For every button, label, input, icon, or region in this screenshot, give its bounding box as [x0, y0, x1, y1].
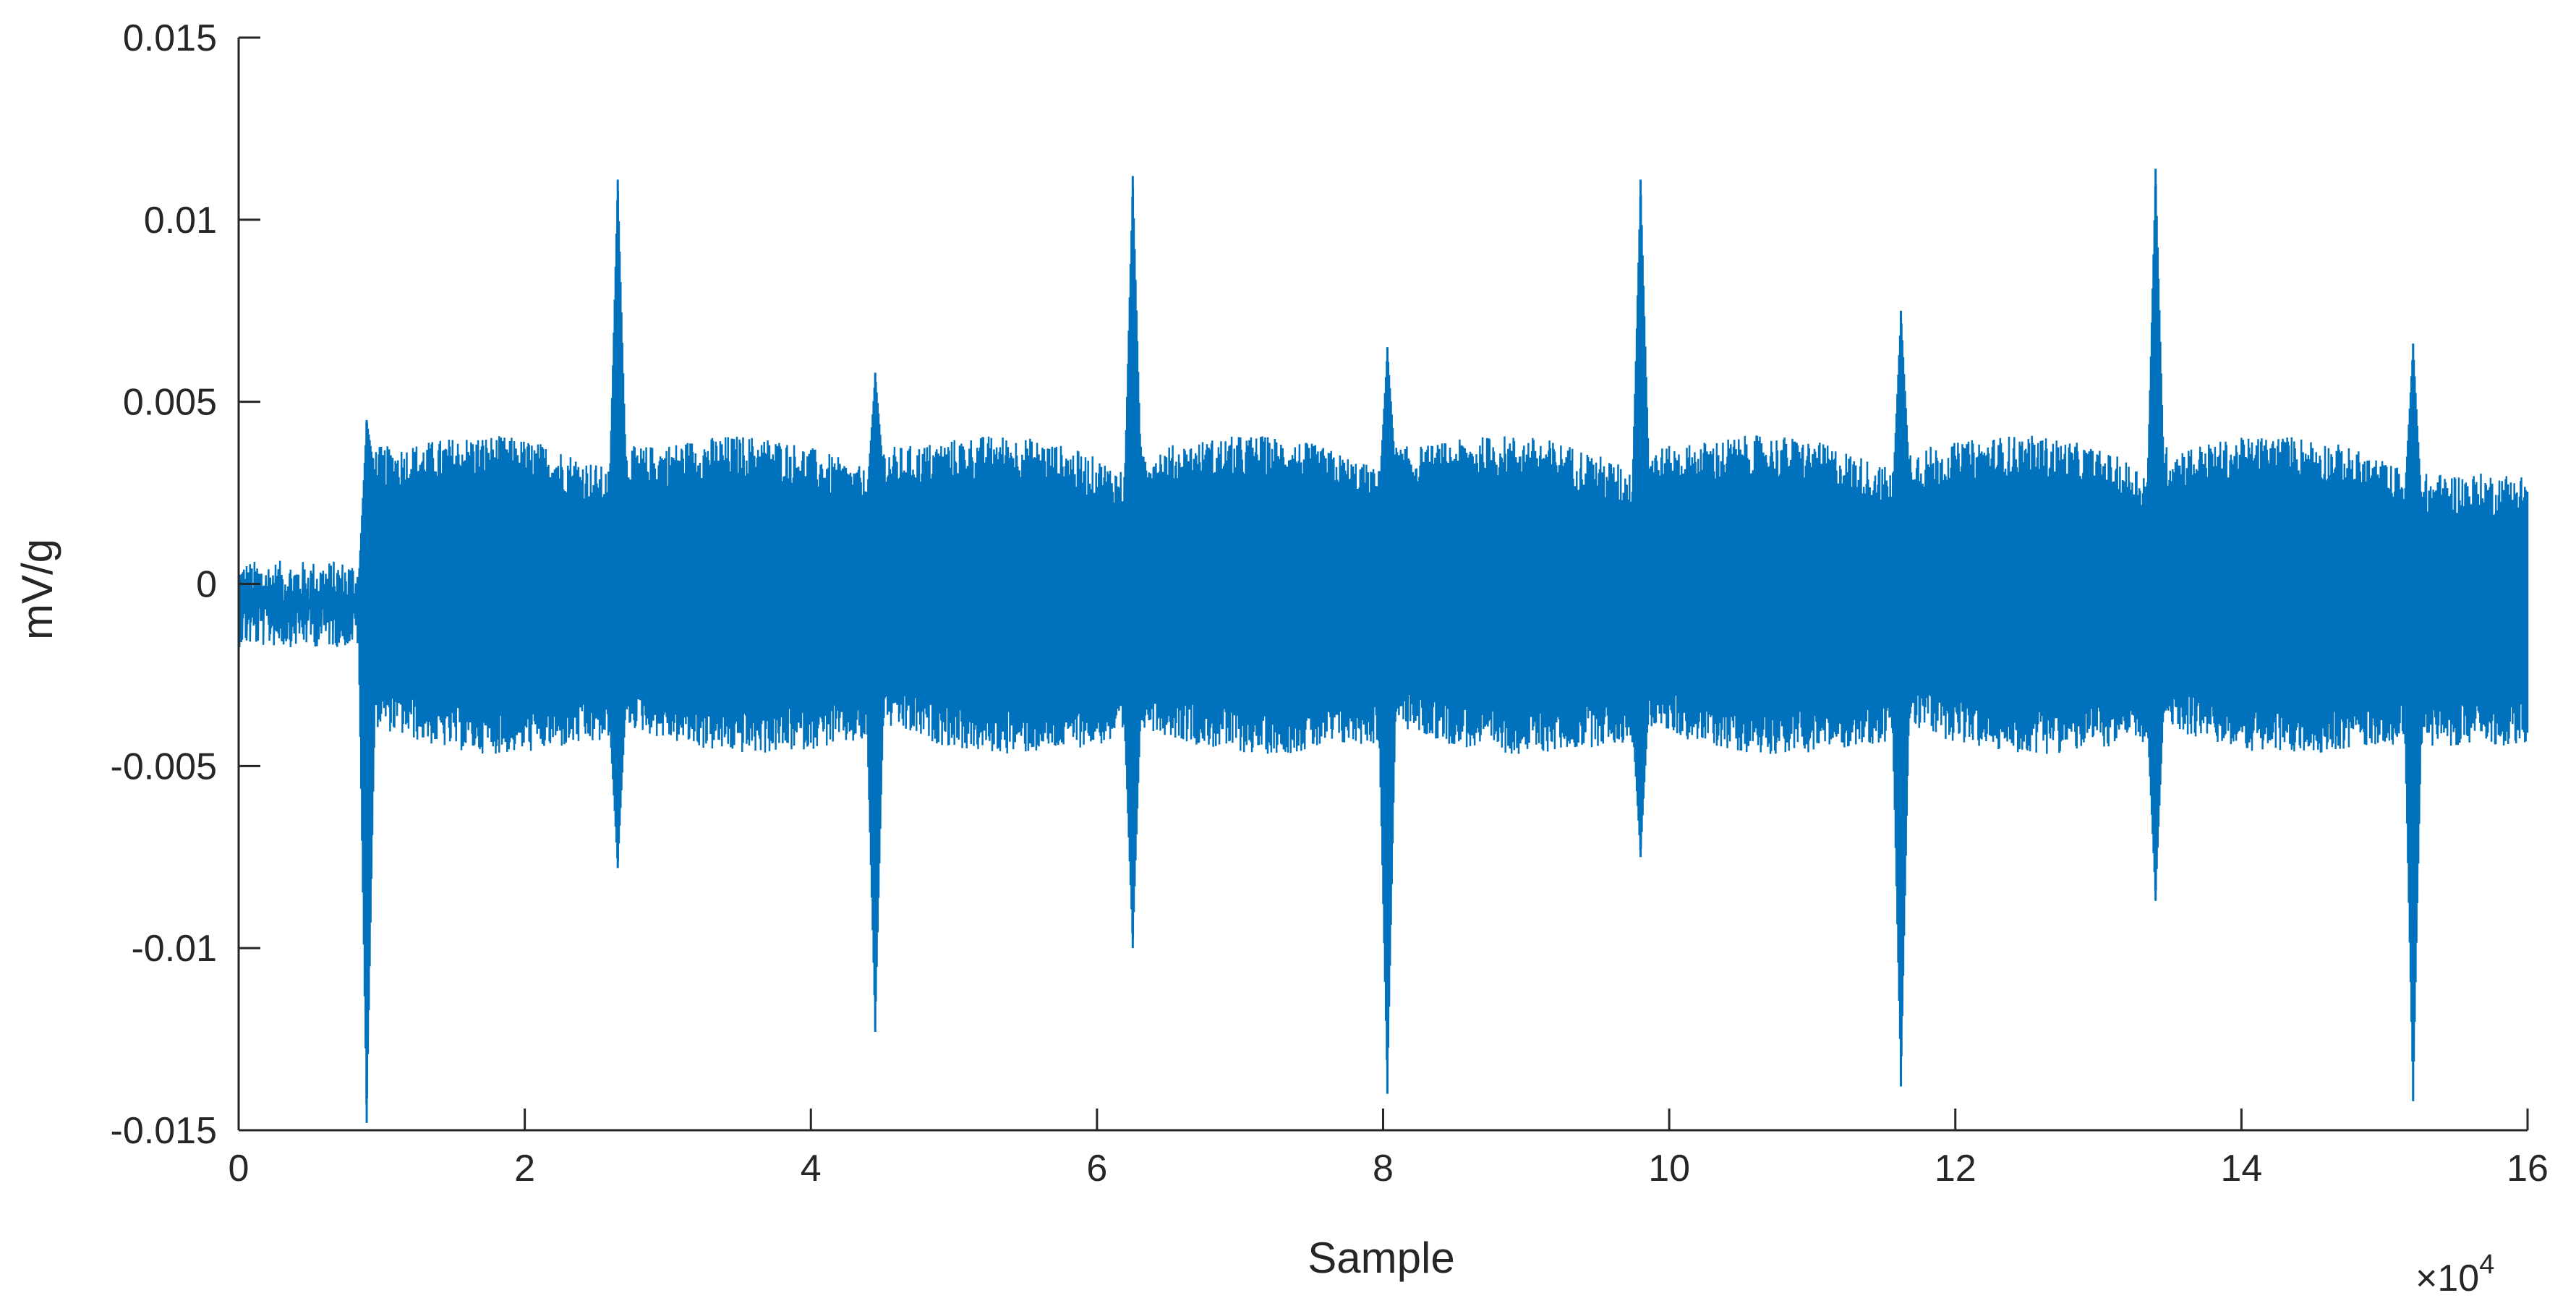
x-exponent-power: 4 [2479, 1250, 2494, 1280]
y-tick-label: 0.015 [123, 17, 217, 59]
x-tick-label: 2 [514, 1148, 535, 1190]
x-tick-label: 12 [1935, 1148, 1976, 1190]
y-tick-label: 0.005 [123, 382, 217, 424]
x-tick-label: 16 [2507, 1148, 2549, 1190]
x-tick-label: 0 [229, 1148, 250, 1190]
signal-line [237, 184, 2529, 1104]
y-tick-label: 0 [196, 564, 217, 606]
x-exponent-base: ×10 [2415, 1258, 2479, 1298]
x-axis-exponent: ×104 [2415, 1250, 2494, 1298]
signal-trace [237, 168, 2529, 1123]
y-tick-label: -0.015 [111, 1110, 217, 1152]
x-tick-label: 10 [1648, 1148, 1690, 1190]
y-tick-label: -0.005 [111, 746, 217, 787]
x-axis-ticks: 0 2 4 6 8 10 12 14 16 [229, 1109, 2549, 1190]
y-tick-label: -0.01 [131, 928, 217, 970]
y-axis-label: mV/g [13, 539, 61, 640]
x-tick-label: 14 [2220, 1148, 2262, 1190]
y-tick-label: 0.01 [144, 200, 217, 242]
x-tick-label: 8 [1373, 1148, 1394, 1190]
x-tick-label: 6 [1086, 1148, 1107, 1190]
y-axis-ticks: -0.015 -0.01 -0.005 0 0.005 0.01 0.015 [111, 17, 260, 1152]
x-axis-label: Sample [1308, 1234, 1454, 1282]
x-tick-label: 4 [801, 1148, 822, 1190]
